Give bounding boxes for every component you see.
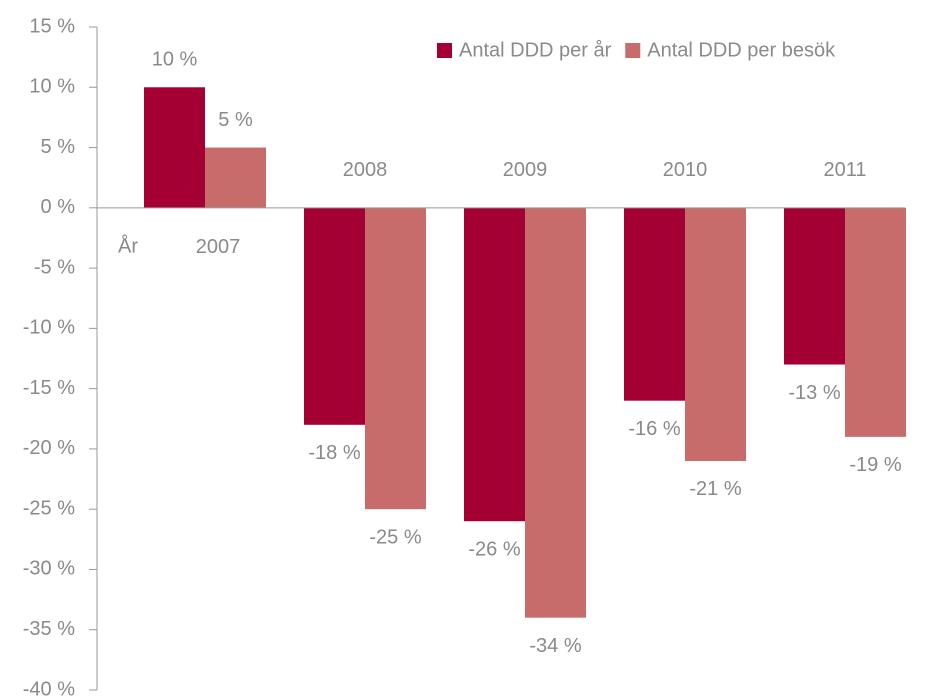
x-tick-label: 2010 [663,159,708,181]
x-tick-label: 2009 [503,159,548,181]
x-tick-label: 2007 [196,236,241,258]
y-tick-label: -35 % [23,618,75,640]
value-label: -25 % [369,526,421,548]
bar [205,147,266,208]
bar [304,207,365,425]
x-tick-label: 2008 [343,159,388,181]
y-tick-label: 0 % [41,196,76,218]
y-tick-label: -40 % [23,678,75,697]
y-tick-label: 10 % [29,76,75,98]
legend-swatch [437,43,452,58]
y-tick-label: -25 % [23,497,75,519]
value-label: -19 % [849,454,901,476]
y-tick-label: -30 % [23,558,75,580]
value-label: -34 % [529,635,581,657]
value-label: -18 % [308,442,360,464]
y-tick-label: 5 % [41,136,76,158]
value-label: -26 % [468,539,520,561]
bar [685,207,746,461]
legend-label: Antal DDD per besök [647,39,836,61]
y-tick-label: -5 % [34,256,75,278]
y-tick-label: -10 % [23,317,75,339]
value-label: -21 % [689,478,741,500]
bar [845,207,906,437]
y-tick-label: -20 % [23,437,75,459]
bar [144,87,205,208]
bar [365,207,426,510]
value-label: 5 % [218,109,253,131]
value-label: -16 % [628,418,680,440]
x-axis-label: År [118,234,138,257]
legend-label: Antal DDD per år [459,39,612,61]
bar [784,207,845,365]
value-label: -13 % [788,382,840,404]
bar [624,207,685,401]
legend-swatch [625,43,641,58]
bar [464,207,525,522]
y-tick-label: -15 % [23,377,75,399]
y-tick-label: 15 % [29,15,75,37]
x-tick-label: 2011 [823,159,866,181]
value-label: 10 % [152,49,198,71]
bar [525,207,586,618]
